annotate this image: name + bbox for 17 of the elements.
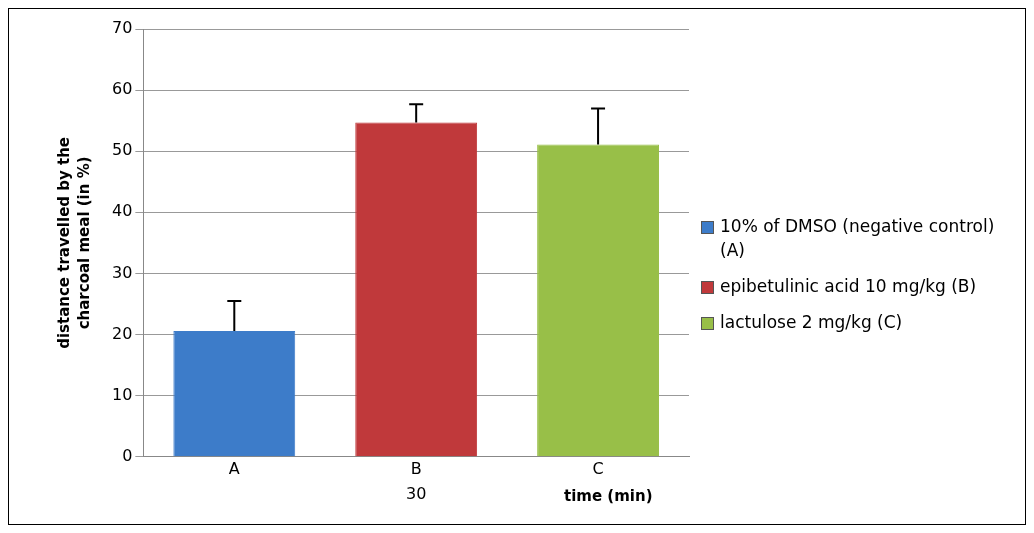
x-tick-label: C	[592, 458, 604, 478]
legend-label: epibetulinic acid 10 mg/kg (B)	[720, 275, 977, 298]
y-tick-label: 30	[112, 262, 133, 282]
y-axis-title: distance travelled by the charcoal meal (in %)	[55, 136, 93, 349]
y-tick-label: 20	[112, 323, 133, 343]
x-axis-title: time (min)	[564, 486, 653, 505]
y-tick-label: 40	[112, 201, 133, 221]
y-tick-label: 70	[112, 18, 133, 38]
y-tick-label: 0	[122, 445, 133, 465]
y-tick-label: 60	[112, 79, 133, 99]
y-tick-label: 50	[112, 140, 133, 160]
x-tick-label: B	[410, 458, 422, 478]
y-tick-label: 10	[112, 384, 133, 404]
text: 30	[406, 483, 427, 503]
legend-label: 10% of DMSO (negative control) (A)	[720, 215, 996, 262]
legend-label: lactulose 2 mg/kg (C)	[720, 311, 903, 334]
x-tick-label: A	[228, 458, 240, 478]
